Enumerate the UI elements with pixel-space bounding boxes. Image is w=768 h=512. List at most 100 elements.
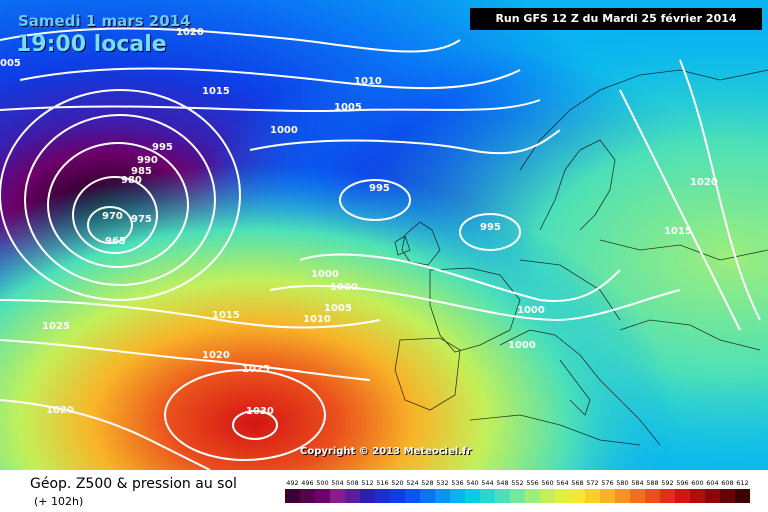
- scale-tick-label: 568: [571, 479, 583, 487]
- scale-swatch: [660, 489, 675, 503]
- scale-swatch: [555, 489, 570, 503]
- scale-tick-label: 496: [301, 479, 313, 487]
- scale-tick-label: 612: [736, 479, 748, 487]
- scale-swatch: [330, 489, 345, 503]
- scale-swatch: [390, 489, 405, 503]
- scale-tick-label: 600: [691, 479, 703, 487]
- scale-tick-label: 564: [556, 479, 568, 487]
- scale-tick-label: 512: [361, 479, 373, 487]
- scale-swatch: [630, 489, 645, 503]
- isobar-label: 965: [105, 236, 126, 247]
- scale-tick-label: 572: [586, 479, 598, 487]
- isobar-label: 990: [137, 155, 158, 166]
- color-scale: 492 496 500 504 508 512 516 520 524 528 532 536 540 5…: [285, 479, 750, 503]
- isobar-label: 1005: [324, 303, 352, 314]
- isobars: [0, 27, 761, 470]
- scale-tick-label: 540: [466, 479, 478, 487]
- isobar-label: 995: [369, 183, 390, 194]
- isobar-label: 1015: [202, 86, 230, 97]
- isobar-label: 1000: [311, 269, 339, 280]
- isobar-label: 1020: [690, 177, 718, 188]
- scale-swatch: [585, 489, 600, 503]
- scale-tick-label: 500: [316, 479, 328, 487]
- isobar-label: 1000: [330, 282, 358, 293]
- isobar-label: 1025: [242, 364, 270, 375]
- local-time: 19:00 locale: [16, 32, 167, 57]
- isobar-label: 1010: [303, 314, 331, 325]
- scale-tick-label: 584: [631, 479, 643, 487]
- scale-tick-label: 536: [451, 479, 463, 487]
- scale-tick-label: 552: [511, 479, 523, 487]
- scale-swatch: [510, 489, 525, 503]
- isobar-label: 995: [152, 142, 173, 153]
- scale-swatch: [420, 489, 435, 503]
- isobar-label: 1015: [664, 226, 692, 237]
- scale-tick-label: 544: [481, 479, 493, 487]
- scale-tick-label: 604: [706, 479, 718, 487]
- isobar-label: 1005: [334, 102, 362, 113]
- scale-swatch: [435, 489, 450, 503]
- isobar-label: 980: [121, 175, 142, 186]
- scale-swatch: [615, 489, 630, 503]
- scale-swatch: [480, 489, 495, 503]
- scale-swatch: [645, 489, 660, 503]
- scale-swatch: [705, 489, 720, 503]
- scale-tick-label: 608: [721, 479, 733, 487]
- scale-swatch: [570, 489, 585, 503]
- scale-swatch: [405, 489, 420, 503]
- scale-swatch: [525, 489, 540, 503]
- isobar-labels: 1020 1015 1010 1005 1000 995 990 985 980…: [0, 27, 718, 417]
- scale-tick-label: 508: [346, 479, 358, 487]
- scale-tick-label: 524: [406, 479, 418, 487]
- scale-swatch: [360, 489, 375, 503]
- isobar-label: 1020: [202, 350, 230, 361]
- scale-swatch: [345, 489, 360, 503]
- isobar-label: 1000: [517, 305, 545, 316]
- isobar-label: 1000: [270, 125, 298, 136]
- scale-tick-label: 580: [616, 479, 628, 487]
- isobar-label: 995: [480, 222, 501, 233]
- scale-tick-label: 504: [331, 479, 343, 487]
- isobar-label: 970: [102, 211, 123, 222]
- scale-swatch: [720, 489, 735, 503]
- scale-swatch: [285, 489, 300, 503]
- isobar-label: 1020: [176, 27, 204, 38]
- scale-tick-label: 576: [601, 479, 613, 487]
- scale-tick-label: 528: [421, 479, 433, 487]
- isobar-label: 1015: [212, 310, 240, 321]
- map-title: Géop. Z500 & pression au sol: [30, 476, 237, 492]
- scale-swatch: [690, 489, 705, 503]
- isobar-label: 975: [131, 214, 152, 225]
- isobar-label: 1000: [508, 340, 536, 351]
- isobar-label: 985: [131, 166, 152, 177]
- scale-tick-label: 520: [391, 479, 403, 487]
- forecast-lead: (+ 102h): [34, 495, 84, 508]
- model-run-label: Run GFS 12 Z du Mardi 25 février 2014: [470, 8, 762, 30]
- scale-tick-label: 560: [541, 479, 553, 487]
- scale-tick-label: 532: [436, 479, 448, 487]
- scale-swatch: [465, 489, 480, 503]
- scale-tick-label: 516: [376, 479, 388, 487]
- azores-high: [0, 0, 768, 470]
- isobar-label: 1010: [354, 76, 382, 87]
- scale-swatch: [540, 489, 555, 503]
- isobar-label: 1025: [42, 321, 70, 332]
- scale-swatch: [300, 489, 315, 503]
- isobar-label: 005: [0, 58, 21, 69]
- scale-tick-label: 588: [646, 479, 658, 487]
- scale-tick-label: 596: [676, 479, 688, 487]
- coastlines: [394, 69, 768, 446]
- scale-swatch: [495, 489, 510, 503]
- forecast-date: Samedi 1 mars 2014: [18, 12, 191, 30]
- scale-swatch: [735, 489, 750, 503]
- scale-swatch: [675, 489, 690, 503]
- scale-tick-label: 556: [526, 479, 538, 487]
- scale-swatch: [315, 489, 330, 503]
- scale-tick-label: 592: [661, 479, 673, 487]
- scale-swatch: [450, 489, 465, 503]
- copyright: Copyright © 2013 Meteociel.fr: [300, 446, 472, 457]
- isobar-label: 1020: [46, 405, 74, 416]
- weather-map: 1020 1015 1010 1005 1000 995 990 985 980…: [0, 0, 768, 470]
- scale-swatch: [375, 489, 390, 503]
- scale-tick-label: 492: [286, 479, 298, 487]
